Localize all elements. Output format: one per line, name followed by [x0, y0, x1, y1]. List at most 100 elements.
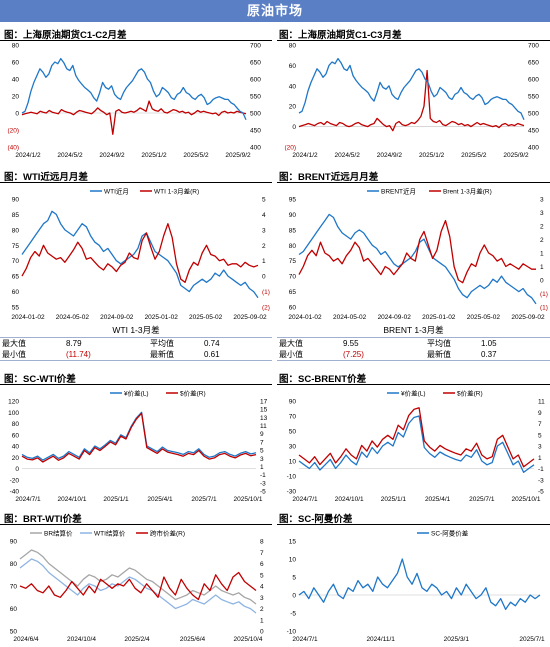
x-tick-label: 2025-05-02: [189, 314, 223, 321]
title-underline: [0, 384, 272, 385]
y2-tick-label: 1: [262, 258, 266, 265]
y-tick-label: 60: [12, 432, 20, 439]
y-tick-label: 0: [292, 124, 296, 131]
y-tick-label: 40: [12, 444, 20, 451]
stats-value: 8.79: [64, 337, 148, 349]
y2-tick-label: 550: [528, 94, 539, 101]
x-tick-label: 2025/2/4: [124, 636, 150, 643]
y2-tick-label: -5: [260, 489, 266, 496]
x-tick-label: 2024/10/4: [67, 636, 96, 643]
stats-label: 平均值: [148, 337, 202, 349]
x-tick-label: 2025/3/1: [444, 636, 470, 643]
legend-label: $价差(R): [180, 389, 206, 398]
y-tick-label: 75: [12, 243, 20, 250]
x-tick-label: 2025/10/4: [234, 636, 263, 643]
y-tick-label: 15: [289, 539, 297, 546]
y2-tick-label: 0: [260, 629, 264, 636]
y-tick-label: 75: [289, 258, 297, 265]
panel-title: 图：BRT-WTI价差: [4, 514, 82, 525]
y2-tick-label: (2): [262, 305, 270, 312]
x-tick-label: 2024-05-02: [333, 314, 367, 321]
title-underline: [0, 40, 272, 41]
x-tick-label: 2025/1/2: [419, 152, 445, 159]
chart-sc-c1-c2: (40) (20) 0 20 40 60 80 400 450 500 550 600 650 700 20…: [7, 43, 261, 160]
y-tick-label: 80: [12, 227, 20, 234]
stats-value: (7.25): [341, 349, 425, 361]
stats-header: WTI 1-3月差: [112, 325, 160, 335]
y2-tick-label: 700: [250, 43, 261, 50]
title-underline: [0, 182, 272, 183]
y-tick-label: 50: [10, 629, 18, 636]
series-line: [298, 57, 525, 121]
x-tick-label: 2024-01-02: [11, 314, 45, 321]
title-underline: [277, 40, 550, 41]
y-tick-label: 80: [289, 43, 297, 50]
legend-label: BR结算价: [44, 529, 73, 538]
stats-value: (11.74): [64, 349, 148, 361]
x-tick-label: 2025/4/1: [425, 496, 451, 503]
stats-value: 0.61: [202, 349, 272, 361]
y-tick-label: 0: [15, 466, 19, 473]
stats-header: BRENT 1-3月差: [383, 325, 444, 335]
chart-wti-spread: 55 60 65 70 75 80 85 90 (2) (1) 0 1 2 3 4 5 2024-01-02 20…: [11, 187, 270, 322]
y-tick-label: 100: [8, 410, 19, 417]
series-line: [19, 549, 257, 605]
panel-title: 图：SC-阿曼价差: [279, 514, 353, 525]
y-tick-label: -10: [287, 629, 297, 636]
y-tick-label: 120: [8, 399, 19, 406]
y-tick-label: 90: [289, 399, 297, 406]
y2-tick-label: 700: [528, 43, 539, 50]
y2-tick-label: 3: [540, 197, 544, 204]
x-tick-label: 2025/7/1: [469, 496, 495, 503]
x-tick-label: 2024-09-02: [100, 314, 134, 321]
x-tick-label: 2025/10/1: [512, 496, 541, 503]
y-tick-label: 65: [12, 274, 20, 281]
y2-tick-label: -3: [260, 480, 266, 487]
y2-tick-label: 3: [260, 456, 264, 463]
y2-tick-label: 400: [250, 145, 261, 152]
y2-tick-label: 7: [538, 421, 542, 428]
x-tick-label: 2025/1/1: [103, 496, 129, 503]
y-tick-label: (20): [7, 128, 19, 135]
y2-tick-label: 1: [538, 455, 542, 462]
x-tick-label: 2024-05-02: [56, 314, 90, 321]
x-tick-label: 2025/1/2: [141, 152, 167, 159]
y2-tick-label: 7: [260, 550, 264, 557]
y2-tick-label: 500: [528, 111, 539, 118]
chart-sc-oman: -10 -5 0 5 10 15 2024/7/1 2024/11/1 2025/3/1 2025…: [287, 529, 545, 644]
y2-tick-label: 13: [260, 415, 268, 422]
y-tick-label: 70: [289, 414, 297, 421]
y2-tick-label: 2: [262, 243, 266, 250]
y2-tick-label: 1: [260, 464, 264, 471]
y-tick-label: 70: [10, 584, 18, 591]
x-tick-label: 2025/7/1: [191, 496, 217, 503]
x-tick-label: 2024-01-02: [288, 314, 322, 321]
panel-title: 图：WTI近远月月差: [4, 172, 88, 183]
stats-label: 最新值: [148, 349, 202, 361]
y2-tick-label: 2: [540, 224, 544, 231]
stats-label: 最小值: [0, 349, 64, 361]
y-tick-label: 65: [289, 289, 297, 296]
title-underline: [277, 182, 550, 183]
legend-label: WTI 1-3月差(R): [154, 187, 199, 196]
y2-tick-label: 15: [260, 407, 268, 414]
y-tick-label: 0: [15, 111, 19, 118]
banner-title: 原油市场: [0, 0, 550, 22]
x-tick-label: 2024/5/2: [57, 152, 83, 159]
y2-tick-label: 4: [260, 584, 264, 591]
series-line: [21, 57, 247, 121]
y2-tick-label: 2: [540, 237, 544, 244]
stats-label: 最大值: [277, 337, 341, 349]
chart-brt-wti: 50 60 70 80 90 0 1 2 3 4 5 6 7 8 2024/6/4 2024/10/4 2025…: [10, 529, 264, 644]
panel-title: 图：BRENT近远月月差: [279, 172, 379, 183]
y2-tick-label: 8: [260, 539, 264, 546]
y2-tick-label: (1): [540, 305, 548, 312]
stats-table-wti: WTI 1-3月差 最大值 8.79 平均值 0.74 最小值 (11.74) …: [0, 324, 272, 361]
y-tick-label: 10: [289, 557, 297, 564]
x-tick-label: 2025/4/1: [147, 496, 173, 503]
x-tick-label: 2024/10/1: [335, 496, 364, 503]
y-tick-label: -40: [10, 489, 20, 496]
series-line: [298, 69, 525, 132]
series-line: [21, 411, 257, 461]
y-tick-label: 90: [289, 212, 297, 219]
